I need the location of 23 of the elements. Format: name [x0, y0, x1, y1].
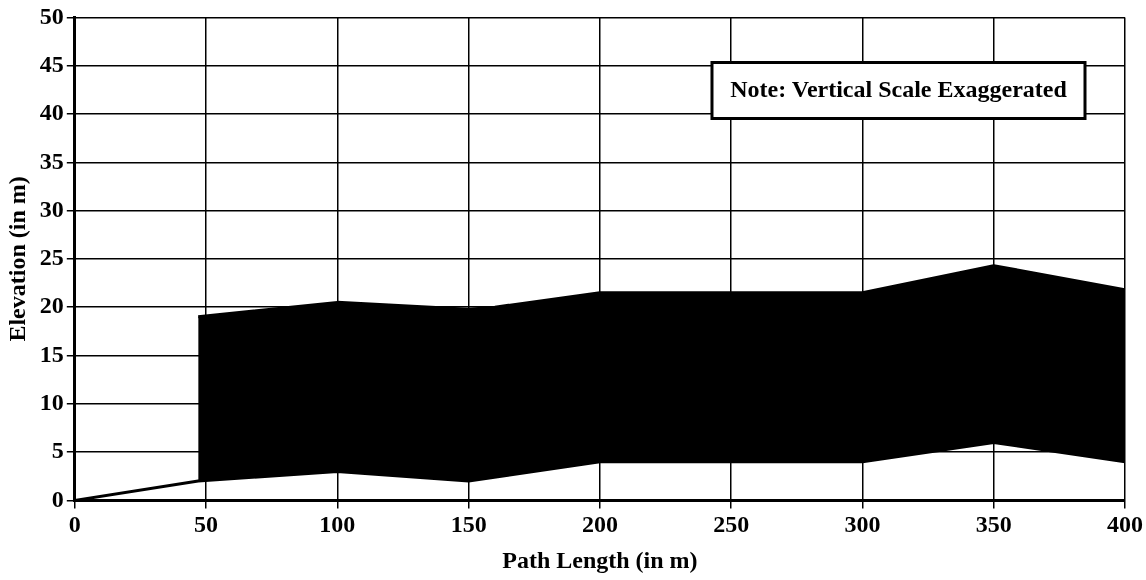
- y-tick-label: 20: [39, 292, 64, 319]
- x-tick-label: 0: [68, 511, 81, 537]
- x-tick-label: 350: [975, 511, 1012, 537]
- x-tick-label: 200: [581, 511, 618, 537]
- y-tick-label: 35: [39, 147, 64, 174]
- y-tick-label: 0: [51, 485, 64, 512]
- x-tick-label: 300: [844, 511, 881, 537]
- x-tick-label: 150: [450, 511, 487, 537]
- y-tick-label: 15: [39, 340, 64, 367]
- x-tick-label: 50: [194, 511, 219, 537]
- y-tick-label: 5: [51, 437, 64, 464]
- x-tick-label: 400: [1107, 511, 1143, 537]
- x-tick-label: 250: [713, 511, 750, 537]
- y-tick-label: 40: [39, 99, 64, 126]
- y-tick-label: 25: [39, 244, 64, 271]
- x-axis-title: Path Length (in m): [502, 546, 698, 573]
- y-tick-label: 30: [39, 195, 64, 222]
- annotation: Note: Vertical Scale Exaggerated: [730, 75, 1068, 102]
- x-tick-label: 100: [319, 511, 356, 537]
- y-tick-label: 10: [39, 389, 64, 415]
- y-tick-label: 50: [39, 2, 64, 29]
- y-axis-title: Elevation (in m): [3, 176, 30, 342]
- y-tick-label: 45: [39, 50, 64, 77]
